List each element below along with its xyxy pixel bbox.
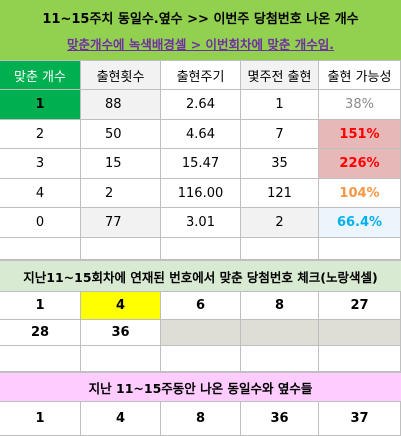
number-cell[interactable]: 28 xyxy=(0,320,81,346)
cell-weeks[interactable]: 121 xyxy=(241,179,319,208)
number-row: 1 4 6 8 27 xyxy=(0,292,401,320)
number-cell[interactable]: 6 xyxy=(161,292,241,320)
cell-cycle[interactable]: 4.64 xyxy=(161,120,241,149)
cell-freq[interactable]: 2 xyxy=(81,179,161,208)
blank-row xyxy=(0,346,401,372)
cell-cycle[interactable]: 116.00 xyxy=(161,179,241,208)
empty-cell[interactable] xyxy=(81,346,161,372)
blank-row xyxy=(0,238,401,260)
number-cell-highlighted[interactable]: 4 xyxy=(81,292,161,320)
number-cell[interactable]: 36 xyxy=(81,320,161,346)
cell-weeks[interactable]: 1 xyxy=(241,90,319,120)
cell-count[interactable]: 4 xyxy=(0,179,81,208)
empty-cell[interactable] xyxy=(241,320,319,346)
header-match-count[interactable]: 맞춘 개수 xyxy=(0,61,81,90)
cell-freq[interactable]: 15 xyxy=(81,149,161,179)
table-row: 3 15 15.47 35 226% xyxy=(0,149,401,179)
section3-title-row: 지난 11~15주동안 나온 동일수와 옆수들 xyxy=(0,372,401,402)
cell-cycle[interactable]: 15.47 xyxy=(161,149,241,179)
empty-cell[interactable] xyxy=(241,238,319,260)
empty-cell[interactable] xyxy=(319,346,401,372)
title-sub: 맞춘개수에 녹색배경셀 > 이번회차에 맞춘 개수임. xyxy=(67,36,334,52)
number-cell[interactable]: 8 xyxy=(241,292,319,320)
number-row: 1 4 8 36 37 xyxy=(0,402,401,436)
cell-freq[interactable]: 88 xyxy=(81,90,161,120)
header-probability[interactable]: 출현 가능성 xyxy=(319,61,401,90)
cell-weeks[interactable]: 35 xyxy=(241,149,319,179)
empty-cell[interactable] xyxy=(81,238,161,260)
cell-count[interactable]: 1 xyxy=(0,90,81,120)
number-cell[interactable]: 1 xyxy=(0,402,81,436)
cell-count[interactable]: 3 xyxy=(0,149,81,179)
cell-prob[interactable]: 104% xyxy=(319,179,401,208)
cell-count[interactable]: 0 xyxy=(0,208,81,238)
number-cell[interactable]: 37 xyxy=(319,402,401,436)
section2-title-row: 지난11~15회차에 연재된 번호에서 맞춘 당첨번호 체크(노랑색셀) xyxy=(0,260,401,292)
cell-weeks[interactable]: 7 xyxy=(241,120,319,149)
cell-freq[interactable]: 50 xyxy=(81,120,161,149)
cell-count[interactable]: 2 xyxy=(0,120,81,149)
table-row: 2 50 4.64 7 151% xyxy=(0,120,401,149)
cell-freq[interactable]: 77 xyxy=(81,208,161,238)
table-row: 4 2 116.00 121 104% xyxy=(0,179,401,208)
number-cell[interactable]: 1 xyxy=(0,292,81,320)
number-row: 28 36 xyxy=(0,320,401,346)
header-cycle[interactable]: 출현주기 xyxy=(161,61,241,90)
empty-cell[interactable] xyxy=(0,346,81,372)
number-cell[interactable]: 4 xyxy=(81,402,161,436)
cell-prob[interactable]: 226% xyxy=(319,149,401,179)
empty-cell[interactable] xyxy=(319,238,401,260)
cell-prob[interactable]: 151% xyxy=(319,120,401,149)
empty-cell[interactable] xyxy=(161,346,241,372)
table-row: 0 77 3.01 2 66.4% xyxy=(0,208,401,238)
empty-cell[interactable] xyxy=(241,346,319,372)
number-cell[interactable]: 36 xyxy=(241,402,319,436)
cell-prob[interactable]: 66.4% xyxy=(319,208,401,238)
title-banner: 11~15주치 동일수.옆수 >> 이번주 당첨번호 나온 개수 맞춘개수에 녹… xyxy=(0,0,401,61)
cell-weeks[interactable]: 2 xyxy=(241,208,319,238)
cell-cycle[interactable]: 3.01 xyxy=(161,208,241,238)
table-row: 1 88 2.64 1 38% xyxy=(0,90,401,120)
number-cell[interactable]: 27 xyxy=(319,292,401,320)
header-frequency[interactable]: 출현횟수 xyxy=(81,61,161,90)
number-cell[interactable]: 8 xyxy=(161,402,241,436)
cell-cycle[interactable]: 2.64 xyxy=(161,90,241,120)
empty-cell[interactable] xyxy=(319,320,401,346)
title-main: 11~15주치 동일수.옆수 >> 이번주 당첨번호 나온 개수 xyxy=(42,11,359,27)
cell-prob[interactable]: 38% xyxy=(319,90,401,120)
empty-cell[interactable] xyxy=(161,320,241,346)
empty-cell[interactable] xyxy=(0,238,81,260)
table-header-row: 맞춘 개수 출현횟수 출현주기 몇주전 출현 출현 가능성 xyxy=(0,61,401,90)
section2-title: 지난11~15회차에 연재된 번호에서 맞춘 당첨번호 체크(노랑색셀) xyxy=(23,269,378,285)
section3-title: 지난 11~15주동안 나온 동일수와 옆수들 xyxy=(88,380,313,396)
header-weeks-ago[interactable]: 몇주전 출현 xyxy=(241,61,319,90)
empty-cell[interactable] xyxy=(161,238,241,260)
